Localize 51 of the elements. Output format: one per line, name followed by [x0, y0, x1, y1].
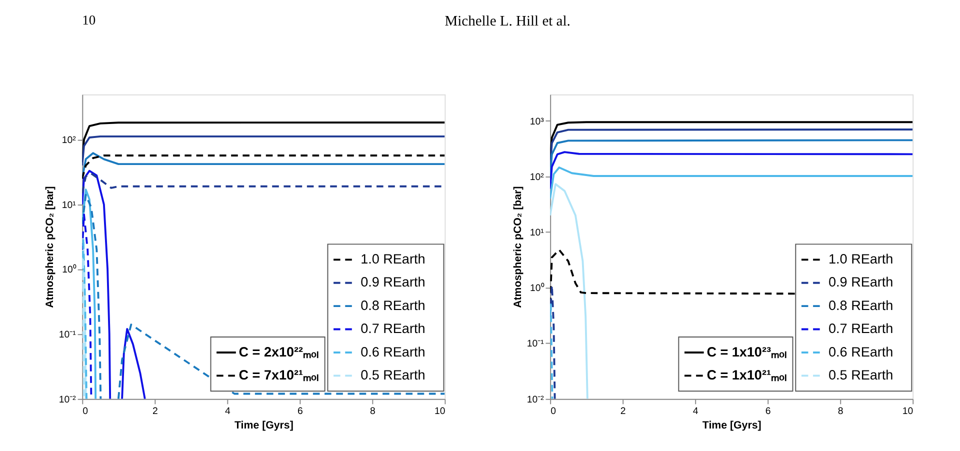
y-tick-label: 10¹ [62, 200, 76, 211]
legend-label: 0.7 REarth [360, 321, 426, 336]
text: 10 [82, 12, 96, 28]
line-series [82, 135, 445, 166]
x-tick-label: 0 [550, 406, 556, 417]
legend-label: 0.7 REarth [828, 321, 894, 336]
legend-label: 0.8 REarth [360, 298, 426, 313]
line-series [550, 166, 913, 200]
y-tick-label: 10⁻¹ [526, 338, 544, 350]
x-tick-label: 2 [620, 406, 626, 417]
y-tick-label: 10⁰ [530, 282, 545, 294]
legend-label: 0.8 REarth [828, 298, 894, 313]
text: Michelle L. Hill et al. [444, 14, 570, 30]
annotation: C = 7x10²¹ₘₒₗ [238, 368, 319, 383]
y-tick-label: 10⁰ [62, 264, 77, 276]
y-tick-label: 10⁻² [58, 394, 77, 406]
x-tick-label: 0 [82, 406, 88, 417]
x-axis-title: Time [Gyrs] [234, 419, 294, 432]
x-tick-label: 10 [434, 406, 446, 417]
line-series [82, 188, 97, 399]
legend-label: 0.5 REarth [360, 368, 426, 383]
y-tick-label: 10² [62, 135, 77, 146]
x-tick-label: 2 [152, 406, 158, 417]
x-tick-label: 6 [765, 406, 771, 417]
annotation: C = 2x10²²ₘₒₗ [238, 344, 319, 360]
line-series [550, 151, 913, 190]
x-axis-title: Time [Gyrs] [702, 419, 762, 432]
annotation: C = 1x10²³ₘₒₗ [706, 344, 786, 360]
y-tick-label: 10⁻¹ [58, 329, 76, 340]
y-tick-label: 10⁻² [526, 394, 545, 406]
legend-label: 0.6 REarth [828, 344, 894, 360]
y-tick-label: 10² [530, 172, 545, 183]
legend-label: 0.9 REarth [360, 274, 426, 290]
legend-label: 0.9 REarth [828, 274, 894, 290]
x-tick-label: 4 [692, 406, 699, 417]
x-tick-label: 8 [370, 406, 376, 417]
x-tick-label: 10 [902, 406, 914, 417]
y-tick-label: 10¹ [530, 227, 544, 238]
line-series [550, 284, 556, 399]
y-axis-title: Atmospheric pCO₂ [bar] [512, 186, 524, 308]
y-axis-title: Atmospheric pCO₂ [bar] [44, 186, 56, 308]
x-tick-label: 4 [224, 406, 231, 417]
x-tick-label: 6 [297, 406, 303, 417]
legend-label: 0.6 REarth [360, 344, 426, 360]
line-series [550, 183, 588, 399]
annotation: C = 1x10²¹ₘₒₗ [706, 368, 786, 383]
legend-label: 1.0 REarth [360, 252, 426, 267]
legend-label: 1.0 REarth [828, 252, 894, 267]
legend-label: 0.5 REarth [828, 368, 894, 383]
y-tick-label: 10³ [530, 116, 545, 128]
x-tick-label: 8 [838, 406, 844, 417]
